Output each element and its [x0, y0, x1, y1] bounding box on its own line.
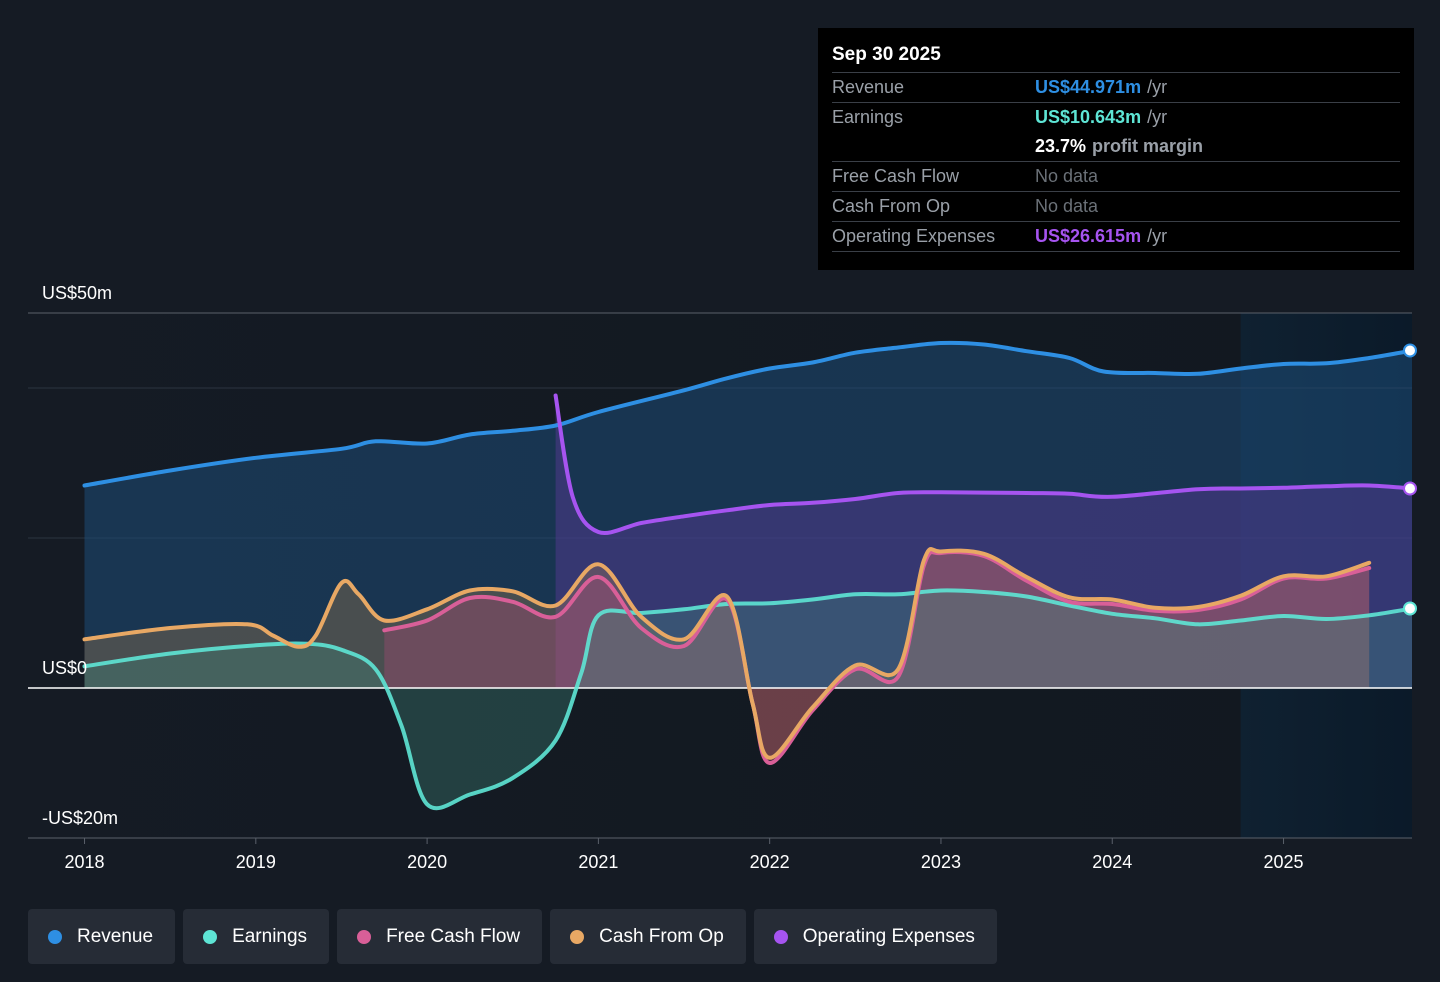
tooltip-label: Revenue	[832, 77, 905, 97]
legend-label: Operating Expenses	[802, 925, 975, 947]
x-tick-label: 2021	[578, 852, 618, 872]
tooltip-unit: /yr	[1147, 77, 1168, 97]
earnings-area	[84, 590, 1412, 809]
tooltip-value-cfo: No data	[1035, 196, 1099, 216]
cfo-dot-icon	[570, 929, 585, 944]
fcf-line	[382, 550, 1372, 765]
y-axis-label: -US$20m	[42, 808, 118, 828]
tooltip-panel: Sep 30 2025 Revenue US$44.971m /yr Earni…	[818, 28, 1414, 270]
revenue-dot-icon	[48, 929, 62, 944]
cfo-line	[82, 547, 1372, 760]
tooltip-row-earnings: Earnings US$10.643m /yr	[832, 102, 1400, 132]
x-tick-label: 2019	[236, 852, 276, 872]
revenue-end-marker	[1403, 343, 1417, 358]
tooltip-date: Sep 30 2025	[832, 44, 941, 65]
tooltip-row-opex: Operating Expenses US$26.615m /yr	[832, 221, 1400, 252]
tooltip-label: Cash From Op	[832, 196, 951, 216]
tooltip-label: Earnings	[832, 107, 904, 127]
tooltip-label: Operating Expenses	[832, 226, 996, 246]
opex-line	[553, 393, 1414, 535]
chart-legend: Revenue Earnings Free Cash Flow Cash Fro…	[28, 909, 997, 964]
legend-item-earnings[interactable]: Earnings	[183, 909, 330, 964]
x-tick-label: 2024	[1092, 852, 1132, 872]
opex-area	[555, 395, 1412, 688]
opex-dot-icon	[773, 929, 788, 944]
y-axis-label: US$0	[42, 658, 87, 678]
x-tick-label: 2020	[407, 852, 447, 872]
tooltip-value-fcf: No data	[1035, 166, 1099, 186]
legend-item-fcf[interactable]: Free Cash Flow	[337, 909, 543, 964]
legend-label: Revenue	[77, 925, 154, 947]
fcf-area	[384, 552, 1370, 764]
tooltip-value-revenue: US$44.971m	[1035, 77, 1142, 97]
tooltip-row-cfo: Cash From Op No data	[832, 191, 1400, 221]
legend-item-opex[interactable]: Operating Expenses	[753, 909, 997, 964]
tooltip-row-margin: 23.7% profit margin	[832, 132, 1400, 161]
earnings-dot-icon	[203, 929, 218, 944]
tooltip-unit: /yr	[1147, 107, 1168, 127]
opex-end-marker	[1403, 481, 1417, 496]
legend-label: Free Cash Flow	[386, 925, 521, 947]
y-axis-label: US$50m	[42, 283, 112, 303]
financial-chart: US$50m US$0 -US$20m 2018 2019 2020 2021 2022 202…	[28, 283, 1417, 872]
tooltip-value-opex: US$26.615m	[1035, 226, 1142, 246]
tooltip-label: Free Cash Flow	[832, 166, 960, 186]
x-tick-label: 2023	[921, 852, 961, 872]
earnings-end-marker	[1403, 601, 1417, 616]
tooltip-row-revenue: Revenue US$44.971m /yr	[832, 72, 1400, 102]
tooltip-value-margin: 23.7%	[1035, 136, 1087, 156]
fcf-dot-icon	[357, 929, 372, 944]
x-tick-label: 2022	[750, 852, 790, 872]
tooltip-row-fcf: Free Cash Flow No data	[832, 161, 1400, 191]
tooltip-value-earnings: US$10.643m	[1035, 107, 1142, 127]
legend-label: Earnings	[232, 925, 308, 947]
x-tick-label: 2018	[65, 852, 105, 872]
x-tick-label: 2025	[1264, 852, 1304, 872]
revenue-line	[82, 340, 1414, 488]
legend-item-revenue[interactable]: Revenue	[28, 909, 176, 964]
legend-item-cfo[interactable]: Cash From Op	[550, 909, 746, 964]
legend-label: Cash From Op	[599, 925, 724, 947]
tooltip-unit: /yr	[1147, 226, 1168, 246]
tooltip-unit: profit margin	[1092, 136, 1204, 156]
